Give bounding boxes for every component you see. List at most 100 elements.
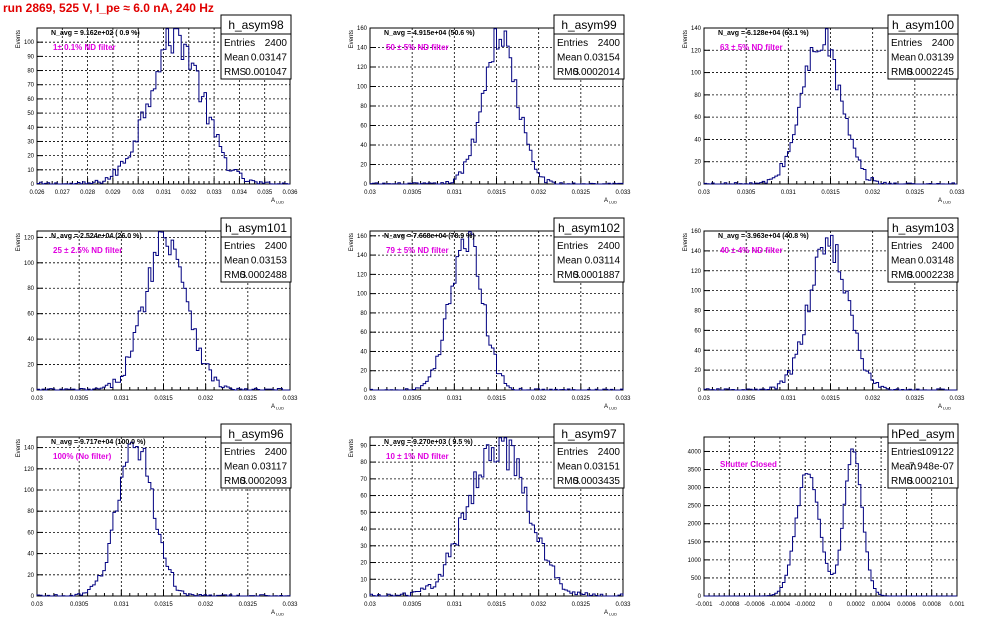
x-tick-label: 0.03 [698, 190, 710, 196]
x-tick-label: 0.032 [198, 602, 214, 608]
stat-label: Entries [891, 241, 922, 252]
y-tick-label: 60 [694, 115, 701, 121]
x-tick-label: 0.0315 [821, 190, 840, 196]
x-tick-label: 0.032 [181, 190, 197, 196]
stat-label: Mean [557, 462, 582, 473]
histogram-line [369, 231, 624, 391]
filter-tag: 63 ± 5% ND filter [720, 43, 783, 52]
x-tick-label: 0.032 [531, 190, 547, 196]
x-tick-label: 0.03 [31, 602, 43, 608]
y-tick-label: 20 [360, 163, 367, 169]
x-tick-label: 0.03 [31, 396, 43, 402]
x-tick-label: 0.0305 [70, 602, 89, 608]
x-axis-label: ALUD [271, 198, 284, 205]
x-tick-label: 0.0305 [737, 190, 756, 196]
filter-tag: 79 ± 5% ND filter [386, 246, 449, 255]
navg-label: N_avg = 9.270e+03 ( 9.5 %) [384, 439, 473, 446]
x-axis-label: ALUD [271, 610, 284, 617]
y-tick-label: 80 [27, 286, 34, 292]
stats-box-frame [887, 14, 959, 80]
y-tick-label: 160 [691, 229, 702, 235]
x-tick-label: 0.0305 [70, 396, 89, 402]
y-tick-label: 80 [360, 311, 367, 317]
x-tick-label: 0.032 [198, 396, 214, 402]
stat-value: 2400 [265, 447, 288, 458]
x-tick-label: 0.031 [156, 190, 172, 196]
x-tick-label: 0.026 [29, 190, 45, 196]
x-tick-label: 0.0315 [154, 396, 173, 402]
stats-box-title: h_asym99 [561, 18, 617, 32]
x-tick-label: 0.0002 [847, 602, 866, 608]
histogram-panel-h_asym96: 0.03 0.0305 0.031 0.0315 0.032 0.0325 0.033 0 20… [16, 423, 298, 617]
stat-label: Entries [224, 38, 255, 49]
x-tick-label: 0.031 [114, 602, 130, 608]
x-tick-label: 0.0315 [487, 190, 506, 196]
filter-tag: 40 ± 4% ND filter [720, 246, 783, 255]
filter-tag: 1± 0.1% ND filter [53, 43, 116, 52]
x-tick-label: 0.027 [55, 190, 71, 196]
y-tick-label: 70 [360, 477, 367, 483]
x-tick-label: 0.0006 [897, 602, 916, 608]
stats-box: h_asym97 Entries 2400 Mean 0.03151 RMS0.00034… [553, 423, 625, 489]
stat-value: 0.0003435 [573, 476, 621, 487]
run-title: run 2869, 525 V, I_pe ≈ 6.0 nA, 240 Hz [3, 1, 214, 15]
x-tick-label: 0.03 [364, 602, 376, 608]
stat-value: 0.03153 [251, 256, 288, 267]
y-tick-label: 80 [360, 460, 367, 466]
y-tick-label: 120 [24, 467, 35, 473]
x-axis-label: ALUD [271, 404, 284, 411]
x-tick-label: 0.033 [615, 602, 631, 608]
y-tick-label: 140 [357, 46, 368, 52]
stat-label: RMS [557, 270, 580, 281]
y-tick-label: 20 [694, 368, 701, 374]
x-axis-label: ALUD [604, 404, 617, 411]
stat-value: 2400 [598, 447, 621, 458]
x-tick-label: 0.0305 [737, 396, 756, 402]
y-tick-label: 70 [27, 83, 34, 89]
filter-tag: Shutter Closed [720, 460, 777, 469]
stat-value: 109122 [921, 447, 955, 458]
y-tick-label: 100 [691, 289, 702, 295]
y-axis-label: Events [16, 439, 22, 457]
y-tick-label: 100 [24, 488, 35, 494]
y-tick-label: 10 [360, 577, 367, 583]
histogram-line [36, 231, 290, 391]
x-axis-label: ALUD [938, 404, 951, 411]
stat-label: Mean [557, 53, 582, 64]
stat-value: 0.03139 [918, 53, 955, 64]
stat-value: 2400 [598, 38, 621, 49]
stat-label: Entries [557, 241, 588, 252]
stats-box: h_asym100 Entries 2400 Mean 0.03139 RMS0.0002… [887, 14, 959, 80]
stat-label: RMS [891, 476, 914, 487]
x-tick-label: 0.0325 [572, 602, 591, 608]
x-tick-label: 0.0325 [906, 190, 925, 196]
x-tick-label: 0.033 [615, 190, 631, 196]
y-tick-label: 4000 [688, 449, 702, 455]
y-tick-label: 140 [24, 446, 35, 452]
x-tick-label: 0.032 [865, 396, 881, 402]
stat-value: 0.03151 [584, 462, 621, 473]
stat-label: Mean [891, 256, 916, 267]
y-axis-label: Events [349, 439, 355, 457]
stats-box-frame [220, 423, 292, 489]
x-tick-label: 0.0325 [906, 396, 925, 402]
navg-label: N_avg = 7.668e+04 (78.9 %) [384, 233, 475, 240]
y-tick-label: 20 [694, 160, 701, 166]
stat-value: 0.0002238 [907, 270, 955, 281]
y-tick-label: 10 [27, 168, 34, 174]
y-tick-label: 40 [27, 337, 34, 343]
histogram-panel-h_asym102: 0.03 0.0305 0.031 0.0315 0.032 0.0325 0.033 0 20… [349, 217, 631, 411]
x-tick-label: 0.031 [447, 602, 463, 608]
y-tick-label: 100 [357, 85, 368, 91]
y-tick-label: 20 [27, 363, 34, 369]
x-tick-label: 0.03 [698, 396, 710, 402]
y-tick-label: 120 [357, 65, 368, 71]
navg-label: N_avg = 3.963e+04 (40.8 %) [718, 233, 809, 240]
y-tick-label: 1500 [688, 540, 702, 546]
y-tick-label: 60 [27, 530, 34, 536]
stat-label: Entries [557, 447, 588, 458]
stat-label: Mean [224, 53, 249, 64]
y-tick-label: 0 [31, 388, 35, 394]
x-tick-label: 0.032 [531, 602, 547, 608]
